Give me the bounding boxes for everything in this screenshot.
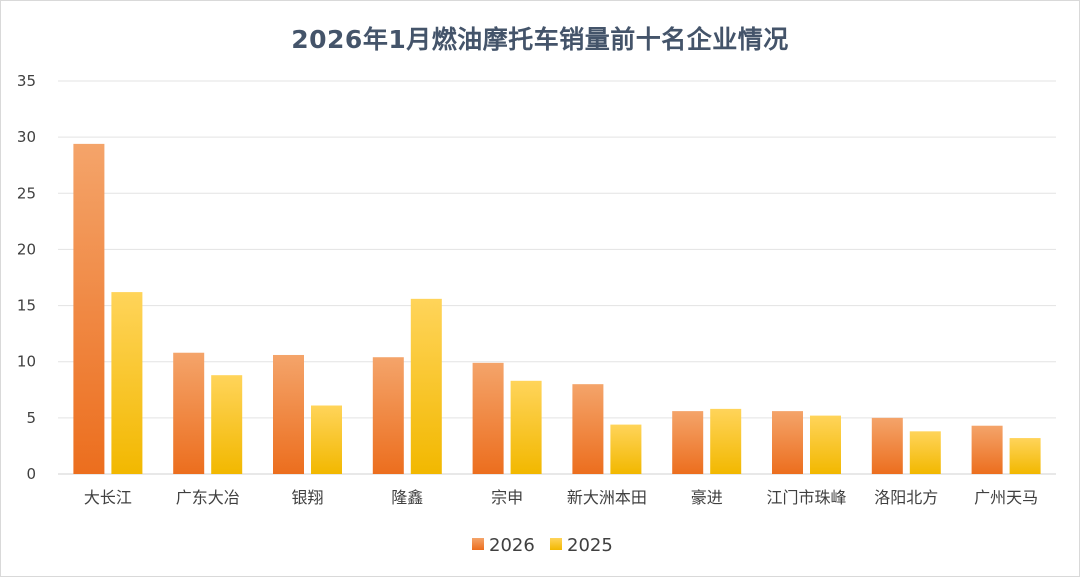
bar-2026-2	[273, 354, 304, 474]
legend-swatch-2026	[472, 538, 484, 550]
x-axis-ticks: 大长江 广东大冶 银翔 隆鑫 宗申 新大洲本田 豪进 江门市珠峰 洛阳北方 广州天马	[84, 488, 1038, 507]
x-tick-label: 洛阳北方	[874, 488, 938, 507]
y-tick-label: 35	[17, 72, 36, 90]
bar-2025-4	[510, 380, 542, 474]
bar-2026-7	[772, 411, 803, 474]
y-axis-ticks: 0 5 10 15 20 25 30 35	[17, 72, 36, 483]
bar-2025-8	[909, 431, 941, 474]
y-tick-label: 0	[26, 465, 36, 483]
x-tick-label: 豪进	[691, 488, 723, 507]
legend-label-2025: 2025	[567, 535, 613, 556]
bar-2026-5	[572, 384, 604, 474]
bar-2026-9	[971, 425, 1003, 474]
y-tick-label: 15	[17, 297, 36, 315]
bar-2026-1	[173, 352, 205, 474]
y-tick-label: 25	[17, 184, 36, 202]
legend: 2026 2025	[472, 535, 613, 556]
bar-2025-6	[710, 408, 742, 474]
legend-swatch-2025	[550, 538, 562, 550]
x-tick-label: 广州天马	[974, 488, 1038, 507]
x-tick-label: 新大洲本田	[567, 488, 647, 507]
y-tick-label: 30	[17, 128, 36, 146]
bar-2025-1	[211, 375, 243, 474]
bar-2026-8	[871, 417, 903, 474]
bar-2025-9	[1009, 438, 1041, 474]
bars	[73, 143, 1041, 474]
x-tick-label: 广东大冶	[176, 488, 240, 507]
grid-lines	[58, 80, 1056, 475]
bar-2025-5	[610, 424, 642, 474]
y-tick-label: 20	[17, 240, 36, 258]
chart-title: 2026年1月燃油摩托车销量前十名企业情况	[291, 25, 789, 54]
bar-2025-0	[111, 292, 143, 474]
x-tick-label: 隆鑫	[391, 488, 423, 507]
y-tick-label: 5	[26, 409, 36, 427]
bar-2025-2	[311, 405, 342, 474]
x-tick-label: 大长江	[84, 488, 132, 507]
y-tick-label: 10	[17, 353, 36, 371]
legend-label-2026: 2026	[489, 535, 535, 556]
bar-2025-7	[810, 415, 841, 474]
bar-2025-3	[410, 298, 442, 474]
x-tick-label: 江门市珠峰	[766, 488, 846, 507]
x-tick-label: 宗申	[491, 488, 523, 507]
x-tick-label: 银翔	[291, 488, 323, 507]
bar-2026-4	[472, 362, 504, 474]
bar-2026-0	[73, 143, 105, 474]
bar-2026-6	[672, 411, 704, 474]
bar-2026-3	[372, 357, 404, 474]
